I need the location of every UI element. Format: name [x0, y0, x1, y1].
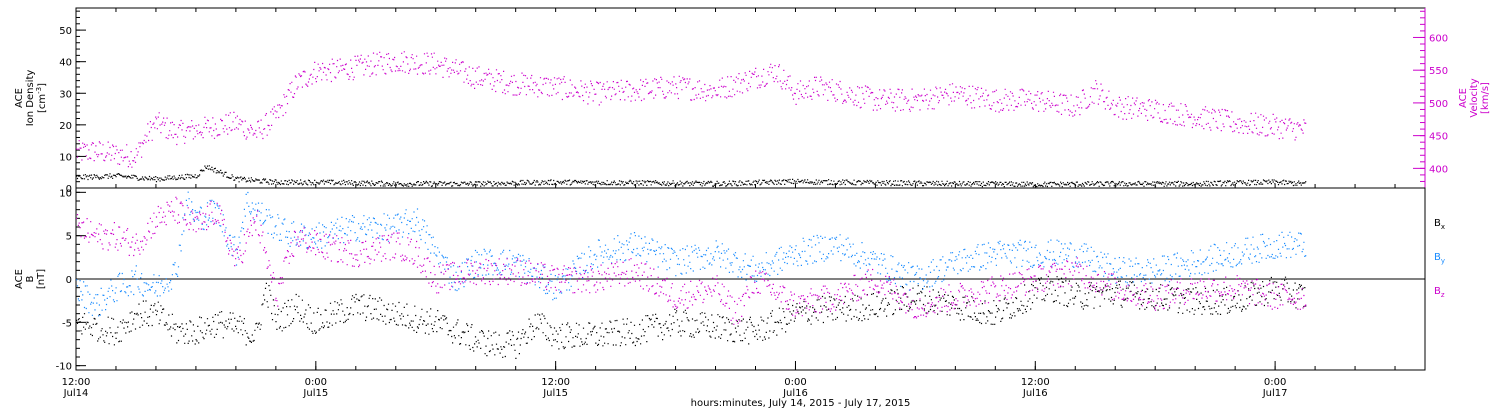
legend-name: B: [1434, 252, 1441, 263]
velocity-scatter: [76, 51, 1307, 168]
date-tick-label: Jul17: [1262, 388, 1288, 399]
density-tick-label: 40: [59, 58, 72, 69]
time-tick-label: 12:00: [541, 377, 570, 388]
density-tick-label: 10: [59, 152, 72, 163]
legend-by: By: [1434, 252, 1445, 265]
density-tick-label: 30: [59, 89, 72, 100]
date-tick-label: Jul16: [782, 388, 808, 399]
time-tick-label: 0:00: [305, 377, 327, 388]
bfield-ylabel: ACEB[nT]: [14, 269, 47, 289]
legend-name: B: [1434, 218, 1441, 229]
time-xlabel: hours:minutes, July 14, 2015 - July 17, …: [691, 398, 911, 409]
bfield-tick-label: 10: [59, 188, 72, 199]
bfield-tick-label: 5: [66, 232, 72, 243]
bfield-tick-label: -10: [56, 362, 72, 373]
velocity-tick-label: 400: [1429, 164, 1448, 175]
bfield-ylabel-line: ACE: [14, 269, 25, 289]
legend-subscript: z: [1441, 291, 1445, 299]
density-ylabel-line: Ion Density: [25, 70, 36, 127]
legend-bx: Bx: [1434, 218, 1445, 231]
legend-bz: Bz: [1434, 286, 1445, 299]
time-tick-label: 0:00: [1264, 377, 1286, 388]
bfield-tick-label: 0: [66, 275, 72, 286]
density-ylabel-line: ACE: [14, 88, 25, 108]
velocity-tick-label: 500: [1429, 99, 1448, 110]
time-tick-label: 12:00: [1021, 377, 1050, 388]
time-tick-label: 0:00: [784, 377, 806, 388]
date-tick-label: Jul14: [63, 388, 89, 399]
density-ylabel: ACEIon Density[cm-3]: [14, 70, 48, 127]
panel1-frame: [75, 7, 1426, 189]
legend-subscript: y: [1441, 257, 1445, 265]
density-tick-label: 20: [59, 121, 72, 132]
bfield-tick-label: -5: [62, 318, 72, 329]
velocity-ylabel: ACEVelocity[km/s]: [1458, 78, 1491, 117]
time-tick-label: 12:00: [62, 377, 91, 388]
date-tick-label: Jul15: [542, 388, 568, 399]
velocity-tick-label: 600: [1429, 33, 1448, 44]
date-tick-label: Jul15: [302, 388, 328, 399]
date-tick-label: Jul16: [1022, 388, 1048, 399]
density-scatter: [76, 165, 1307, 188]
velocity-tick-label: 450: [1429, 132, 1448, 143]
legend-name: B: [1434, 286, 1441, 297]
velocity-ylabel-line: Velocity: [1469, 78, 1480, 117]
density-tick-label: 50: [59, 26, 72, 37]
legend-subscript: x: [1441, 223, 1445, 231]
density-ylabel-line: ]: [37, 83, 48, 87]
density-tick-label: 0: [66, 184, 72, 195]
bfield-ylabel-line: [nT]: [36, 269, 47, 289]
velocity-ylabel-line: ACE: [1458, 88, 1469, 108]
density-ylabel-superscript: -3: [35, 87, 43, 94]
velocity-tick-label: 550: [1429, 66, 1448, 77]
bx-scatter: [76, 275, 1307, 359]
time-axis: 12:00Jul140:00Jul1512:00Jul150:00Jul1612…: [62, 8, 1396, 409]
velocity-ylabel-line: [km/s]: [1480, 82, 1491, 114]
density-ylabel-line: [cm: [37, 94, 48, 113]
bfield-ylabel-line: B: [25, 275, 36, 282]
